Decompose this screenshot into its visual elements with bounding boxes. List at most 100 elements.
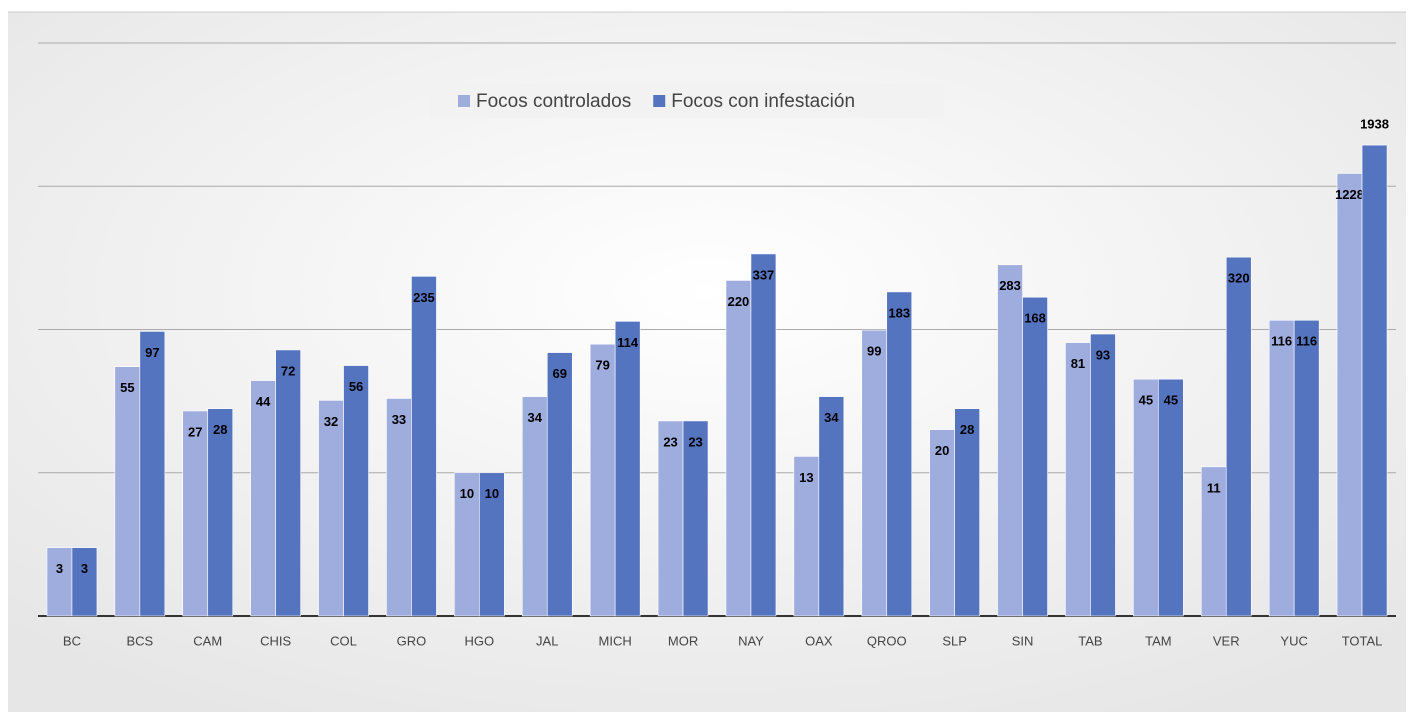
bar	[275, 349, 301, 617]
bar	[725, 280, 752, 617]
x-tick-label: CAM	[193, 633, 222, 648]
data-label: 34	[824, 410, 839, 425]
data-label: 45	[1164, 393, 1178, 408]
data-label: 44	[256, 394, 271, 409]
x-tick-label: BC	[63, 633, 81, 648]
data-label: 1938	[1360, 117, 1389, 132]
bar	[182, 410, 209, 617]
x-tick-label: SIN	[1012, 633, 1034, 648]
x-tick-label: OAX	[805, 633, 833, 648]
legend-label: Focos con infestación	[671, 91, 855, 112]
bar	[546, 352, 573, 617]
data-label: 45	[1139, 393, 1153, 408]
bar	[521, 396, 548, 617]
data-label: 10	[460, 486, 474, 501]
data-label: 28	[960, 422, 974, 437]
bar	[1022, 296, 1048, 617]
bar	[71, 547, 98, 617]
data-label: 3	[81, 561, 88, 576]
bar	[886, 291, 913, 617]
bar	[1336, 173, 1363, 617]
x-tick-label: BCS	[126, 633, 153, 648]
data-label: 56	[349, 379, 363, 394]
data-label: 337	[753, 267, 775, 282]
data-label: 97	[145, 345, 159, 360]
data-label: 168	[1024, 311, 1046, 326]
bar	[479, 472, 505, 617]
bar	[1090, 333, 1116, 617]
data-label: 10	[485, 486, 499, 501]
x-tick-label: YUC	[1280, 633, 1307, 648]
data-label: 11	[1207, 480, 1221, 495]
x-tick-label: VER	[1213, 633, 1240, 648]
data-label: 13	[799, 470, 813, 485]
bar	[750, 253, 777, 617]
data-label: 93	[1096, 347, 1110, 362]
bar	[1200, 466, 1227, 617]
x-tick-label: QROO	[867, 633, 907, 648]
data-label: 116	[1271, 334, 1292, 349]
bar	[1225, 256, 1252, 617]
bar	[1268, 319, 1295, 617]
data-label: 99	[867, 344, 881, 359]
data-label: 116	[1296, 334, 1317, 349]
x-tick-label: MICH	[599, 633, 632, 648]
x-tick-label: SLP	[942, 633, 967, 648]
bar	[657, 420, 684, 617]
x-tick-label: JAL	[536, 633, 558, 648]
legend-swatch	[458, 95, 470, 107]
data-label: 220	[728, 294, 750, 309]
bar	[207, 408, 234, 617]
x-tick-label: NAY	[738, 633, 764, 648]
bar	[1293, 319, 1320, 617]
bar	[1133, 378, 1159, 617]
bar	[139, 331, 166, 617]
bar	[454, 472, 480, 617]
data-label: 27	[188, 424, 202, 439]
bar	[386, 398, 412, 617]
bar	[861, 329, 888, 617]
data-label: 23	[663, 434, 677, 449]
x-tick-label: CHIS	[260, 633, 291, 648]
data-label: 72	[281, 363, 295, 378]
bar	[682, 420, 709, 617]
x-tick-label: COL	[330, 633, 357, 648]
data-label: 34	[528, 410, 543, 425]
data-label: 55	[120, 380, 134, 395]
bar	[589, 343, 616, 617]
bar	[1361, 144, 1388, 617]
legend: Focos controlados Focos con infestación	[458, 91, 855, 112]
bar	[997, 264, 1023, 617]
data-label: 20	[935, 443, 949, 458]
data-label: 1228	[1335, 187, 1364, 202]
legend-label: Focos controlados	[476, 91, 631, 112]
bar	[614, 321, 641, 617]
data-label: 28	[213, 422, 227, 437]
x-tick-label: MOR	[668, 633, 698, 648]
x-tick-label: GRO	[397, 633, 427, 648]
x-tick-label: TOTAL	[1342, 633, 1383, 648]
data-label: 283	[999, 278, 1021, 293]
data-label: 114	[617, 335, 639, 350]
legend-box	[430, 84, 944, 118]
bar	[46, 547, 73, 617]
x-tick-label: TAB	[1078, 633, 1102, 648]
data-label: 81	[1071, 356, 1085, 371]
x-tick-label: TAM	[1145, 633, 1171, 648]
bar	[818, 396, 845, 617]
bar	[250, 380, 276, 617]
data-label: 235	[413, 290, 435, 305]
bar	[318, 400, 344, 617]
bar	[793, 456, 820, 617]
x-tick-label: HGO	[465, 633, 495, 648]
bar	[954, 408, 980, 617]
bar	[929, 429, 955, 617]
bar	[411, 276, 437, 617]
bar	[343, 365, 369, 617]
data-label: 69	[553, 366, 567, 381]
bar	[1158, 378, 1184, 617]
bar	[1065, 342, 1091, 617]
data-label: 32	[324, 414, 338, 429]
data-label: 79	[595, 358, 609, 373]
